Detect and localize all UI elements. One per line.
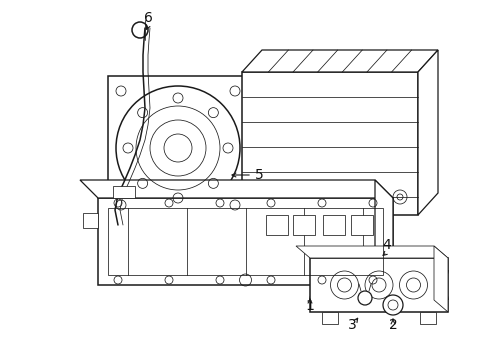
Polygon shape — [309, 258, 447, 312]
Polygon shape — [295, 246, 447, 258]
Polygon shape — [292, 215, 314, 235]
Polygon shape — [80, 180, 392, 198]
Polygon shape — [113, 186, 135, 198]
Polygon shape — [433, 246, 447, 312]
Polygon shape — [419, 312, 435, 324]
Text: 3: 3 — [347, 318, 356, 332]
Polygon shape — [242, 72, 417, 215]
Polygon shape — [321, 312, 337, 324]
Polygon shape — [98, 198, 392, 285]
Circle shape — [357, 291, 371, 305]
Text: 4: 4 — [382, 238, 390, 252]
Polygon shape — [417, 50, 437, 215]
Circle shape — [116, 86, 240, 210]
Polygon shape — [322, 215, 344, 235]
Polygon shape — [83, 213, 98, 228]
Text: 6: 6 — [143, 11, 152, 25]
Text: 5: 5 — [254, 168, 263, 182]
Polygon shape — [374, 180, 392, 285]
Polygon shape — [242, 50, 437, 72]
Polygon shape — [350, 215, 372, 235]
Polygon shape — [265, 215, 287, 235]
Text: 2: 2 — [388, 318, 397, 332]
Circle shape — [382, 295, 402, 315]
Text: 1: 1 — [305, 299, 314, 313]
Polygon shape — [108, 76, 244, 218]
